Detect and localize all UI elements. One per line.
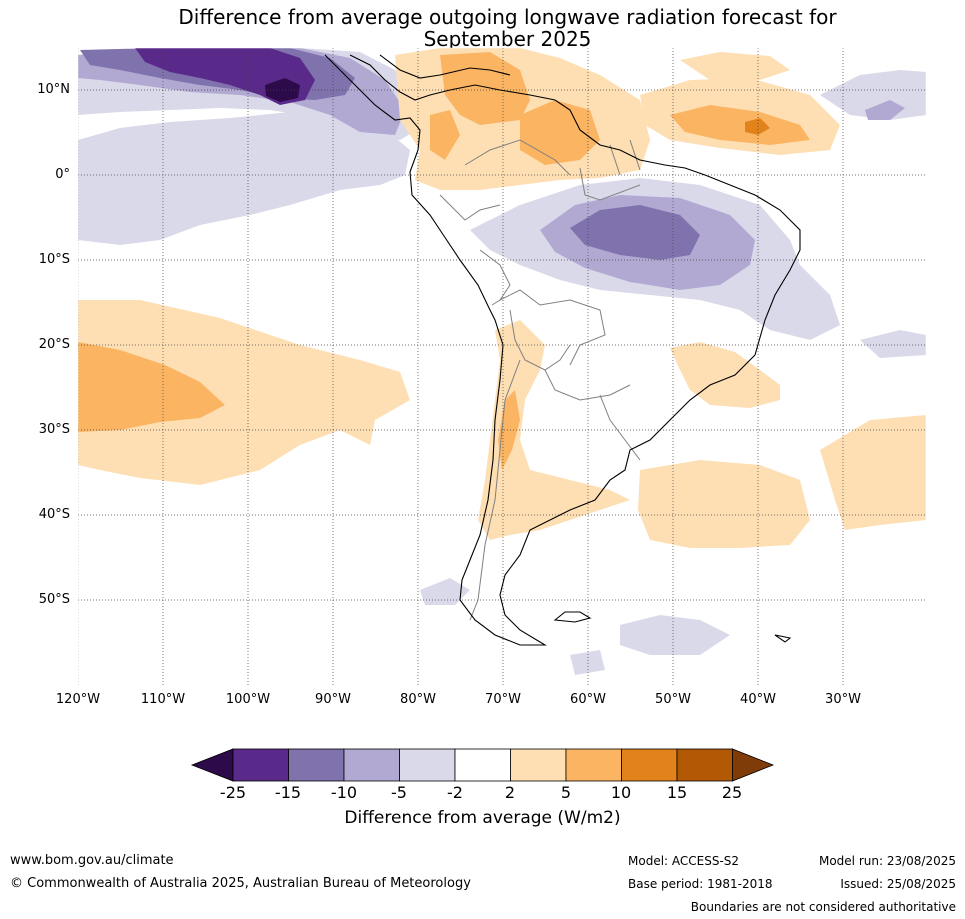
colorbar-tick-label: -15 <box>274 783 302 802</box>
colorbar-tick-label: 10 <box>610 783 632 802</box>
map-title-line2: September 2025 <box>423 27 592 51</box>
lat-label: 10°N <box>37 82 70 97</box>
lat-label: 30°S <box>38 422 70 437</box>
anomaly-region-pos-light-atlantic-ne <box>680 52 790 80</box>
lat-label: 20°S <box>38 337 70 352</box>
lon-label: 100°W <box>225 692 271 707</box>
lat-label: 10°S <box>38 252 70 267</box>
colorbar <box>190 748 775 782</box>
colorbar-extend-high <box>732 748 775 782</box>
anomaly-region-pos-light-satl <box>638 460 810 548</box>
anomaly-region-pos-light-andes <box>478 320 630 540</box>
lon-label: 90°W <box>315 692 351 707</box>
colorbar-tick-label: 15 <box>666 783 688 802</box>
anomaly-region-pos-medium-atlantic <box>670 105 810 145</box>
anomaly-region-neg-light-pacific <box>78 110 410 245</box>
colorbar-tick-label: 25 <box>721 783 743 802</box>
colorbar-segment <box>676 748 733 782</box>
colorbar-segment <box>565 748 622 782</box>
anomaly-region-pos-strong-atlantic <box>745 118 770 135</box>
map-title-line1: Difference from average outgoing longwav… <box>178 5 837 29</box>
colorbar-segment <box>454 748 511 782</box>
lon-label: 30°W <box>825 692 861 707</box>
model-text: Model: ACCESS-S2 <box>628 854 740 868</box>
olr-anomaly-map <box>77 47 927 687</box>
country-borders <box>439 139 641 621</box>
anomaly-region-pos-medium-guiana <box>520 100 600 165</box>
colorbar-tick-label: -10 <box>330 783 358 802</box>
lat-label: 50°S <box>38 592 70 607</box>
lon-label: 50°W <box>655 692 691 707</box>
anomaly-region-neg-medium-ne <box>865 100 905 120</box>
copyright-text: © Commonwealth of Australia 2025, Austra… <box>10 876 471 891</box>
lon-label: 120°W <box>55 692 101 707</box>
lat-label: 0° <box>55 167 70 182</box>
colorbar-segment <box>621 748 678 782</box>
colorbar-segment <box>288 748 345 782</box>
colorbar-segment <box>232 748 289 782</box>
lon-label: 80°W <box>400 692 436 707</box>
lat-label: 40°S <box>38 507 70 522</box>
model-run-text: Model run: 23/08/2025 <box>818 854 956 868</box>
base-period-text: Base period: 1981-2018 <box>628 877 773 891</box>
colorbar-segment <box>343 748 400 782</box>
anomaly-region-neg-light-se <box>860 330 926 358</box>
anomaly-region-pos-medium-pacific <box>78 342 225 432</box>
lon-label: 40°W <box>740 692 776 707</box>
colorbar-tick-label: 2 <box>504 783 516 802</box>
website-text: www.bom.gov.au/climate <box>10 853 174 868</box>
colorbar-tick-label: 5 <box>560 783 572 802</box>
anomaly-region-pos-light-brazil <box>670 342 780 408</box>
lon-label: 70°W <box>485 692 521 707</box>
colorbar-segment <box>510 748 567 782</box>
colorbar-title: Difference from average (W/m2) <box>344 808 621 828</box>
colorbar-tick-label: -2 <box>447 783 463 802</box>
anomaly-region-pos-light-pacific <box>78 300 410 485</box>
issued-text: Issued: 25/08/2025 <box>840 877 956 891</box>
anomaly-region-neg-light-south2 <box>420 578 470 605</box>
lon-label: 60°W <box>570 692 606 707</box>
colorbar-tick-label: -5 <box>391 783 407 802</box>
colorbar-segment <box>399 748 456 782</box>
coastlines <box>324 54 801 646</box>
disclaimer-text: Boundaries are not considered authoritat… <box>690 900 956 914</box>
anomaly-region-neg-light-south3 <box>570 650 605 675</box>
anomaly-region-pos-medium-coast <box>430 110 460 160</box>
anomaly-region-neg-light-south1 <box>620 615 730 655</box>
anomaly-region-pos-light-satl-east <box>820 415 926 530</box>
colorbar-tick-label: -25 <box>219 783 247 802</box>
anomaly-region-neg-strong-amazon <box>570 205 700 260</box>
colorbar-extend-low <box>190 748 234 782</box>
lon-label: 110°W <box>140 692 186 707</box>
